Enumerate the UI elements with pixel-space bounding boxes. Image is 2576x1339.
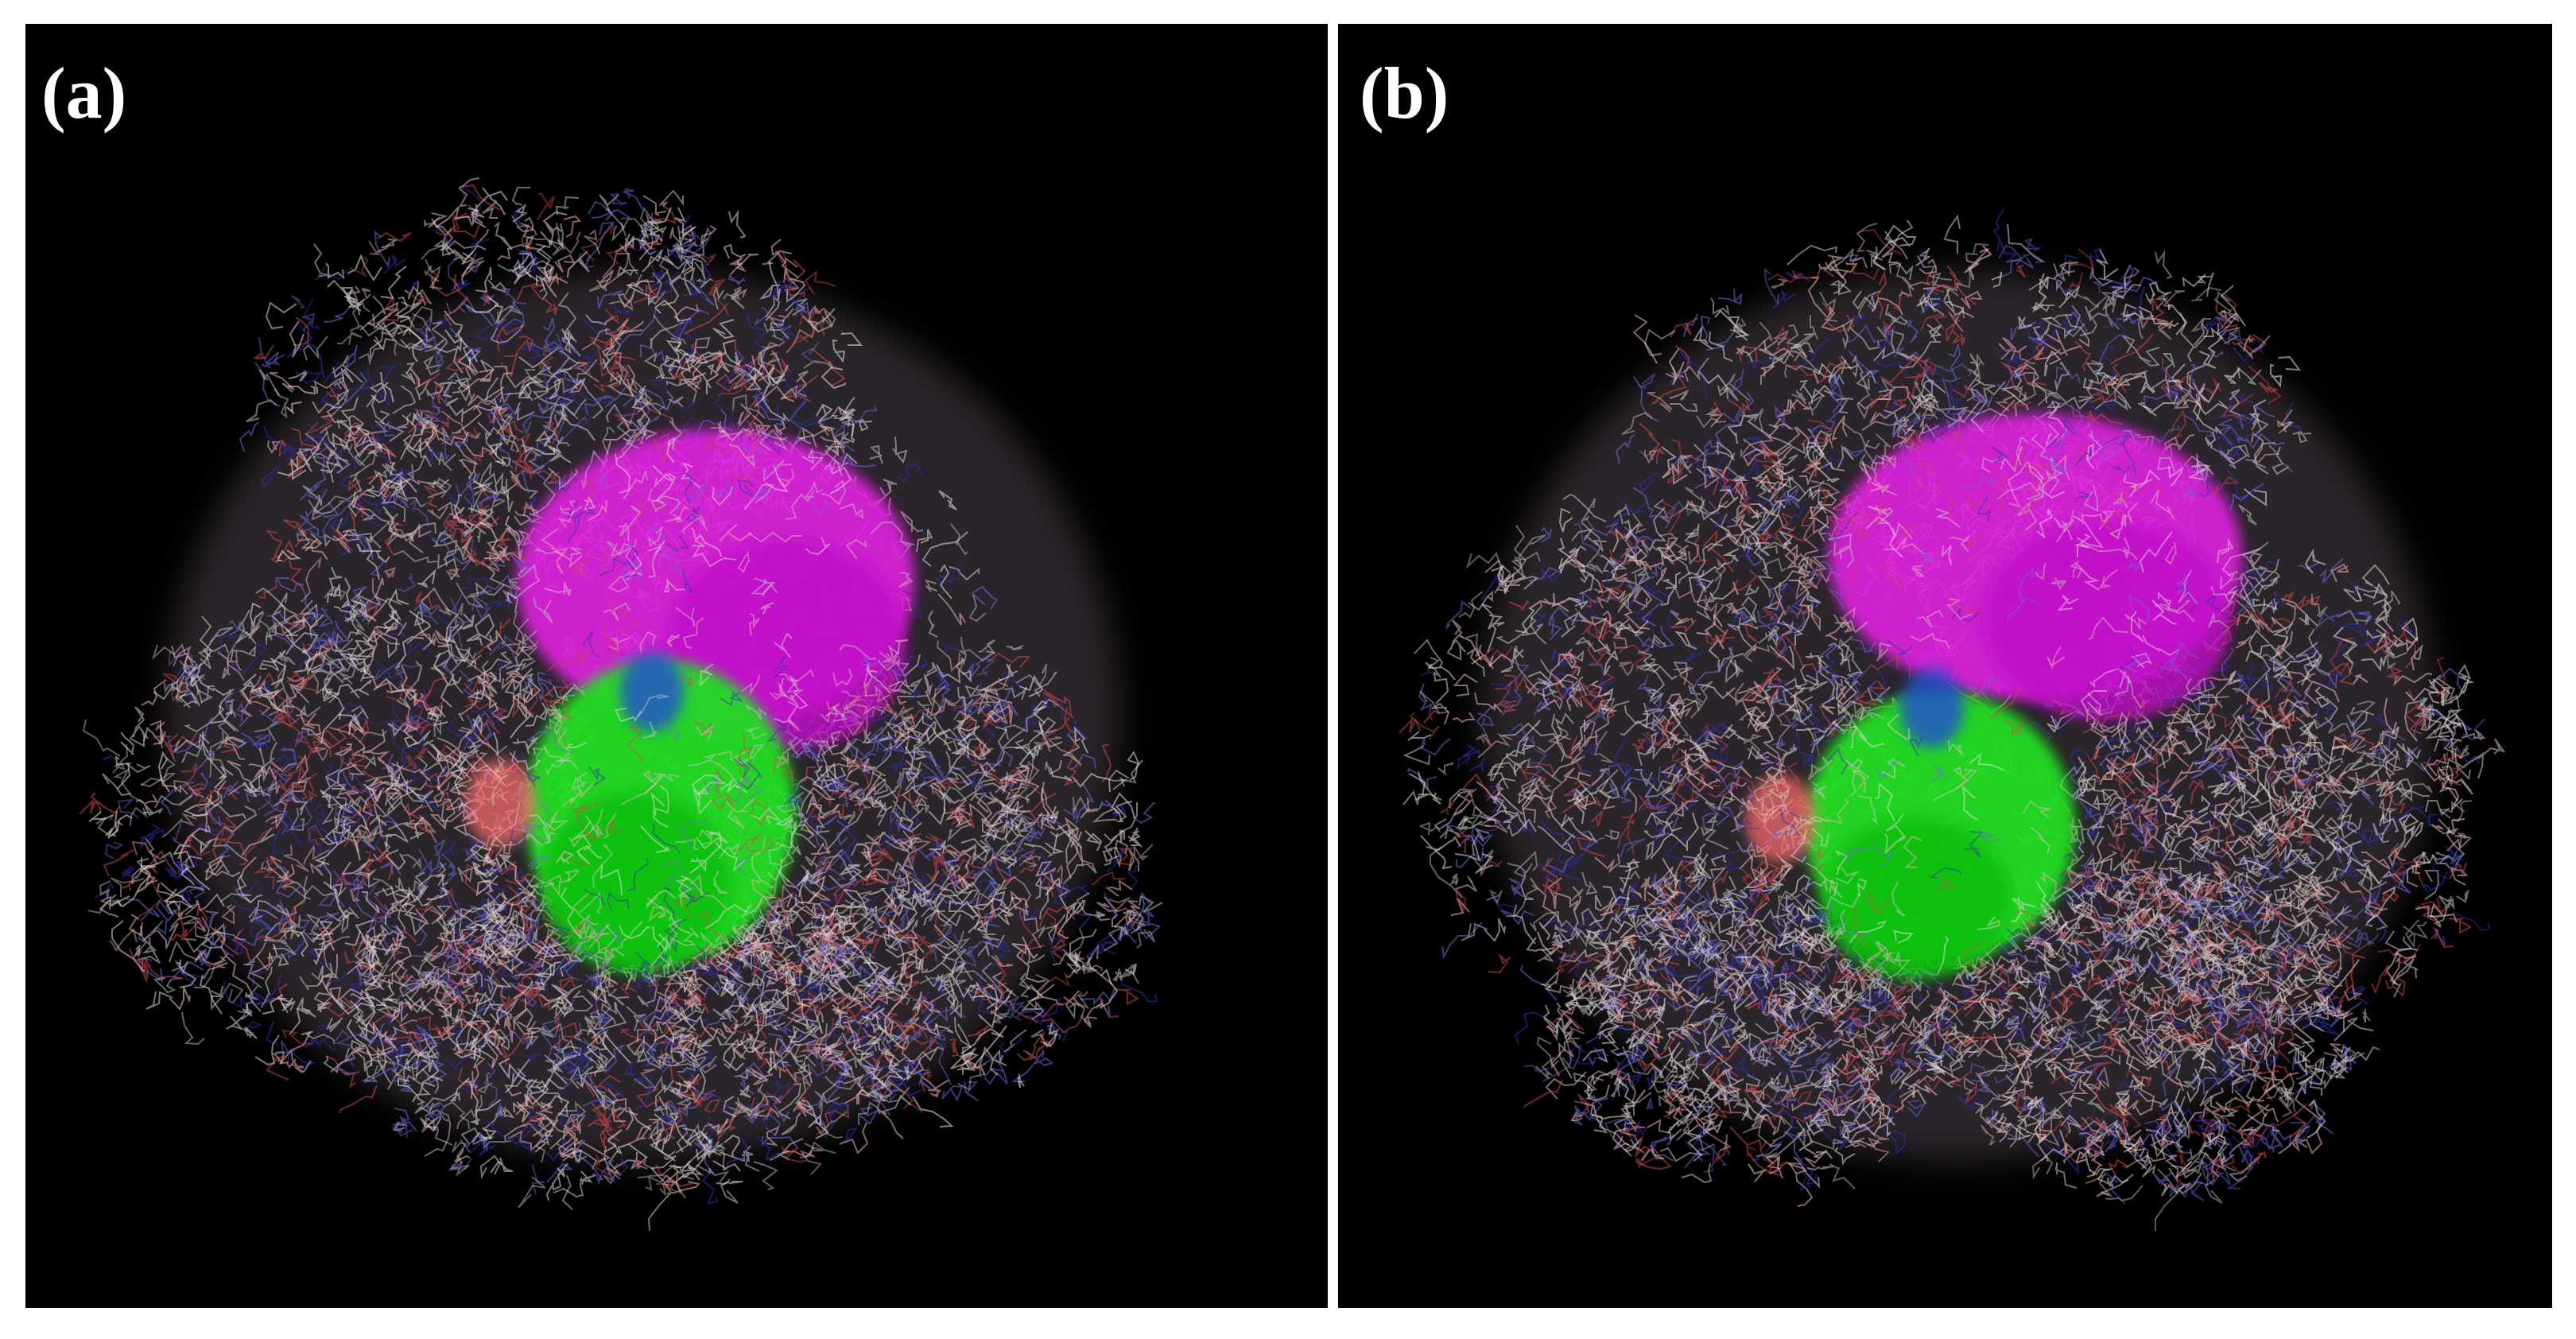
molecule-wires: [95, 187, 1143, 1210]
molecule-wires: [1402, 214, 2506, 1189]
molecule-wires: [185, 185, 1141, 1183]
panel-label: (b): [1360, 52, 1449, 134]
molecule-wires: [1418, 255, 2473, 1231]
blue-surface: [1900, 668, 1964, 747]
molecule-wires: [109, 223, 1146, 1185]
panel-a-render: [79, 177, 1163, 1232]
molecule-wires: [1433, 231, 2470, 1179]
magenta-surface: [1983, 520, 2231, 720]
molecule-wires: [135, 193, 1126, 1176]
green-surface: [541, 792, 731, 973]
molecule-wires: [1430, 248, 2454, 1178]
molecule-wires: [1462, 208, 2480, 1186]
molecule-wires: [82, 215, 1155, 1209]
molecule-wires: [142, 229, 1139, 1190]
red-surface: [465, 759, 537, 847]
molecule-wires: [104, 192, 1119, 1195]
molecule-wires: [1442, 238, 2486, 1205]
panel-label: (a): [41, 52, 126, 134]
green-surface: [1821, 817, 2011, 980]
molecule-wires: [1458, 223, 2465, 1198]
red-surface: [1745, 775, 1817, 863]
molecule-wires: [1420, 250, 2491, 1191]
panel-b-render: [1399, 208, 2506, 1231]
molecule-wires: [110, 206, 1154, 1199]
molecule-wires: [1409, 228, 2467, 1190]
blue-surface: [620, 652, 684, 732]
molecule-wires: [1486, 243, 2457, 1204]
